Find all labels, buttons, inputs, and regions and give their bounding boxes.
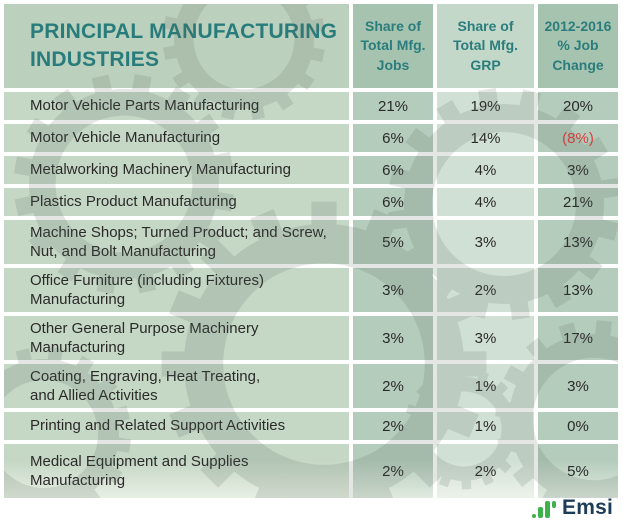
industries-table: PRINCIPAL MANUFACTURING INDUSTRIES Share…: [4, 4, 618, 502]
jobs-share-value: 2%: [353, 364, 433, 408]
table-row: Printing and Related Support Activities …: [4, 412, 618, 440]
table-row: Motor Vehicle Manufacturing 6% 14% (8%): [4, 124, 618, 152]
table-row: Motor Vehicle Parts Manufacturing 21% 19…: [4, 92, 618, 120]
bar-chart-icon: [532, 501, 556, 518]
job-change-value: 20%: [538, 92, 618, 120]
table-row: Plastics Product Manufacturing 6% 4% 21%: [4, 188, 618, 216]
industry-name: Coating, Engraving, Heat Treating, and A…: [4, 364, 349, 408]
column-header-grp: Share of Total Mfg. GRP: [437, 4, 534, 88]
jobs-share-value: 2%: [353, 444, 433, 498]
jobs-share-value: 3%: [353, 316, 433, 360]
grp-share-value: 2%: [437, 444, 534, 498]
jobs-share-value: 6%: [353, 124, 433, 152]
jobs-share-value: 6%: [353, 188, 433, 216]
industry-name: Metalworking Machinery Manufacturing: [4, 156, 349, 184]
column-header-jobs: Share of Total Mfg. Jobs: [353, 4, 433, 88]
jobs-share-value: 21%: [353, 92, 433, 120]
job-change-value: 13%: [538, 268, 618, 312]
grp-share-value: 1%: [437, 412, 534, 440]
industry-name: Motor Vehicle Manufacturing: [4, 124, 349, 152]
grp-share-value: 19%: [437, 92, 534, 120]
grp-share-value: 1%: [437, 364, 534, 408]
table-header-row: PRINCIPAL MANUFACTURING INDUSTRIES Share…: [4, 4, 618, 88]
jobs-share-value: 2%: [353, 412, 433, 440]
job-change-value: 5%: [538, 444, 618, 498]
table-body: Motor Vehicle Parts Manufacturing 21% 19…: [4, 92, 618, 498]
industry-name: Plastics Product Manufacturing: [4, 188, 349, 216]
column-header-job-change: 2012-2016 % Job Change: [538, 4, 618, 88]
industry-name: Medical Equipment and Supplies Manufactu…: [4, 444, 349, 498]
job-change-value: 17%: [538, 316, 618, 360]
table-title: PRINCIPAL MANUFACTURING INDUSTRIES: [4, 4, 349, 88]
job-change-value: 13%: [538, 220, 618, 264]
grp-share-value: 4%: [437, 156, 534, 184]
emsi-logo-text: Emsi: [562, 496, 613, 519]
table-row: Office Furniture (including Fixtures) Ma…: [4, 268, 618, 312]
job-change-value: 21%: [538, 188, 618, 216]
table-row: Coating, Engraving, Heat Treating, and A…: [4, 364, 618, 408]
job-change-value: 3%: [538, 364, 618, 408]
table-row: Metalworking Machinery Manufacturing 6% …: [4, 156, 618, 184]
table-row: Medical Equipment and Supplies Manufactu…: [4, 444, 618, 498]
jobs-share-value: 3%: [353, 268, 433, 312]
grp-share-value: 3%: [437, 316, 534, 360]
table-row: Machine Shops; Turned Product; and Screw…: [4, 220, 618, 264]
grp-share-value: 3%: [437, 220, 534, 264]
industry-name: Office Furniture (including Fixtures) Ma…: [4, 268, 349, 312]
job-change-value: 3%: [538, 156, 618, 184]
grp-share-value: 4%: [437, 188, 534, 216]
job-change-value: 0%: [538, 412, 618, 440]
emsi-logo: Emsi: [532, 497, 613, 518]
table-row: Other General Purpose Machinery Manufact…: [4, 316, 618, 360]
industry-name: Motor Vehicle Parts Manufacturing: [4, 92, 349, 120]
grp-share-value: 14%: [437, 124, 534, 152]
grp-share-value: 2%: [437, 268, 534, 312]
job-change-value: (8%): [538, 124, 618, 152]
industry-name: Machine Shops; Turned Product; and Screw…: [4, 220, 349, 264]
industry-name: Printing and Related Support Activities: [4, 412, 349, 440]
jobs-share-value: 5%: [353, 220, 433, 264]
jobs-share-value: 6%: [353, 156, 433, 184]
industry-name: Other General Purpose Machinery Manufact…: [4, 316, 349, 360]
